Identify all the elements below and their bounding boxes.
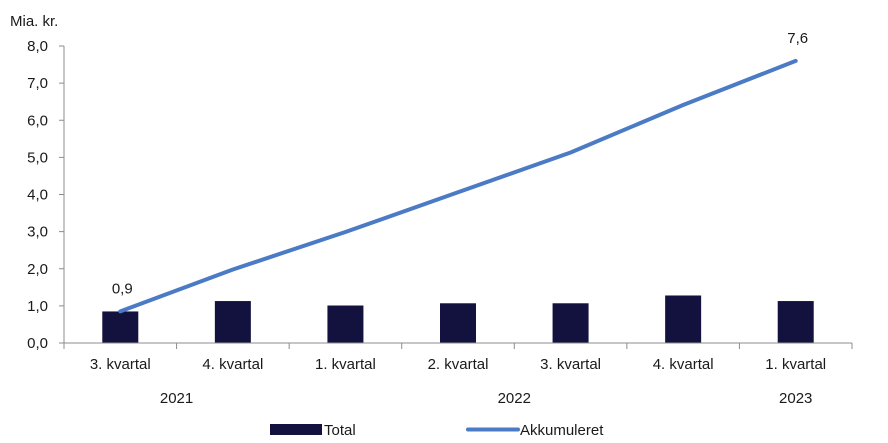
x-tick-label: 4. kvartal <box>202 356 263 373</box>
bar-total <box>440 303 476 343</box>
year-label: 2023 <box>779 390 812 407</box>
year-label: 2022 <box>498 390 531 407</box>
bar-total <box>327 305 364 343</box>
y-tick-label: 4,0 <box>27 187 48 204</box>
data-label: 0,9 <box>112 280 133 297</box>
x-tick-label: 1. kvartal <box>315 356 376 373</box>
bar-total <box>665 295 702 343</box>
y-tick-label: 1,0 <box>27 298 48 315</box>
legend-label-akkumuleret: Akkumuleret <box>520 422 604 439</box>
y-tick-label: 7,0 <box>27 75 48 92</box>
y-axis: 0,0 1,0 2,0 3,0 4,0 5,0 6,0 7,0 8,0 <box>27 38 65 352</box>
x-tick-label: 2. kvartal <box>428 356 489 373</box>
x-tick-label: 4. kvartal <box>653 356 714 373</box>
y-tick-label: 2,0 <box>27 261 48 278</box>
line-series <box>118 58 798 314</box>
x-tick-label: 3. kvartal <box>540 356 601 373</box>
bar-total <box>777 301 814 343</box>
y-unit-label: Mia. kr. <box>10 13 58 30</box>
x-tick-label: 3. kvartal <box>90 356 151 373</box>
line-akkumuleret <box>118 58 798 314</box>
bar-total <box>102 311 139 343</box>
y-tick-label: 0,0 <box>27 335 48 352</box>
legend: Total Akkumuleret <box>270 422 604 439</box>
y-tick-label: 5,0 <box>27 149 48 166</box>
y-tick-label: 3,0 <box>27 224 48 241</box>
y-tick-label: 6,0 <box>27 112 48 129</box>
legend-label-total: Total <box>324 422 356 439</box>
y-tick-label: 8,0 <box>27 38 48 55</box>
bar-total <box>552 303 589 343</box>
legend-swatch-total <box>270 424 322 435</box>
x-axis: 3. kvartal 4. kvartal 1. kvartal 2. kvartal… <box>63 342 853 407</box>
x-tick-label: 1. kvartal <box>765 356 826 373</box>
year-label: 2021 <box>160 390 193 407</box>
bars <box>102 295 814 343</box>
data-label: 7,6 <box>787 30 808 47</box>
data-labels: 0,9 7,6 <box>112 30 808 298</box>
bar-total <box>214 301 251 343</box>
